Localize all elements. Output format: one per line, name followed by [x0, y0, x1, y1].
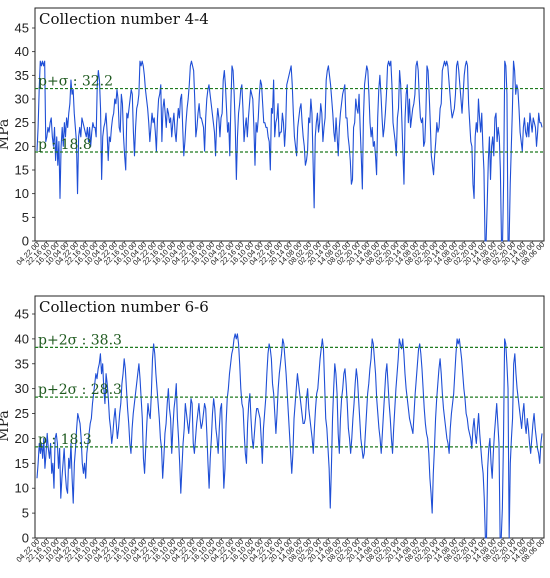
- y-tick-label: 15: [15, 163, 29, 178]
- y-tick-label: 20: [15, 431, 29, 446]
- chart-panel-2: 0 5 10 15 20 25 30 35 40 45 MPa Collection number 6…: [0, 295, 546, 564]
- reference-line-label-3: p : 18.3: [38, 432, 92, 448]
- y-tick-label: 40: [15, 331, 29, 346]
- y-tick-label: 25: [15, 406, 29, 421]
- y-tick-label: 15: [15, 456, 29, 471]
- reference-line-label-2: p : 18.8: [38, 137, 92, 153]
- y-axis-label: MPa: [0, 119, 12, 150]
- y-tick-label: 20: [15, 139, 29, 154]
- chart-title: Collection number 6-6: [39, 298, 209, 316]
- y-tick-label: 5: [22, 210, 29, 225]
- y-tick-label: 30: [15, 381, 29, 396]
- y-tick-label: 35: [15, 68, 29, 83]
- y-tick-label: 35: [15, 356, 29, 371]
- y-tick-label: 5: [22, 506, 29, 521]
- y-tick-label: 25: [15, 115, 29, 130]
- y-tick-label: 40: [15, 44, 29, 59]
- series-line-1: [36, 60, 543, 242]
- y-tick-label: 10: [15, 481, 29, 496]
- y-tick-label: 30: [15, 92, 29, 107]
- y-tick-label: 0: [22, 234, 29, 249]
- y-tick-label: 45: [15, 307, 29, 322]
- y-tick-label: 45: [15, 21, 29, 36]
- chart-panel-1: 0 5 10 15 20 25 30 35 40 45 MPa Collection number 4…: [0, 7, 546, 267]
- reference-line-label-1: p+σ : 32.2: [38, 74, 113, 90]
- y-axis-label: MPa: [0, 410, 12, 441]
- reference-line-label-2: p+2σ : 28.3: [38, 382, 122, 398]
- y-tick-label: 0: [22, 531, 29, 546]
- reference-line-label-1: p+2σ : 38.3: [38, 332, 122, 348]
- y-tick-label: 10: [15, 186, 29, 201]
- plot-frame: [34, 7, 545, 242]
- chart-title: Collection number 4-4: [39, 10, 209, 28]
